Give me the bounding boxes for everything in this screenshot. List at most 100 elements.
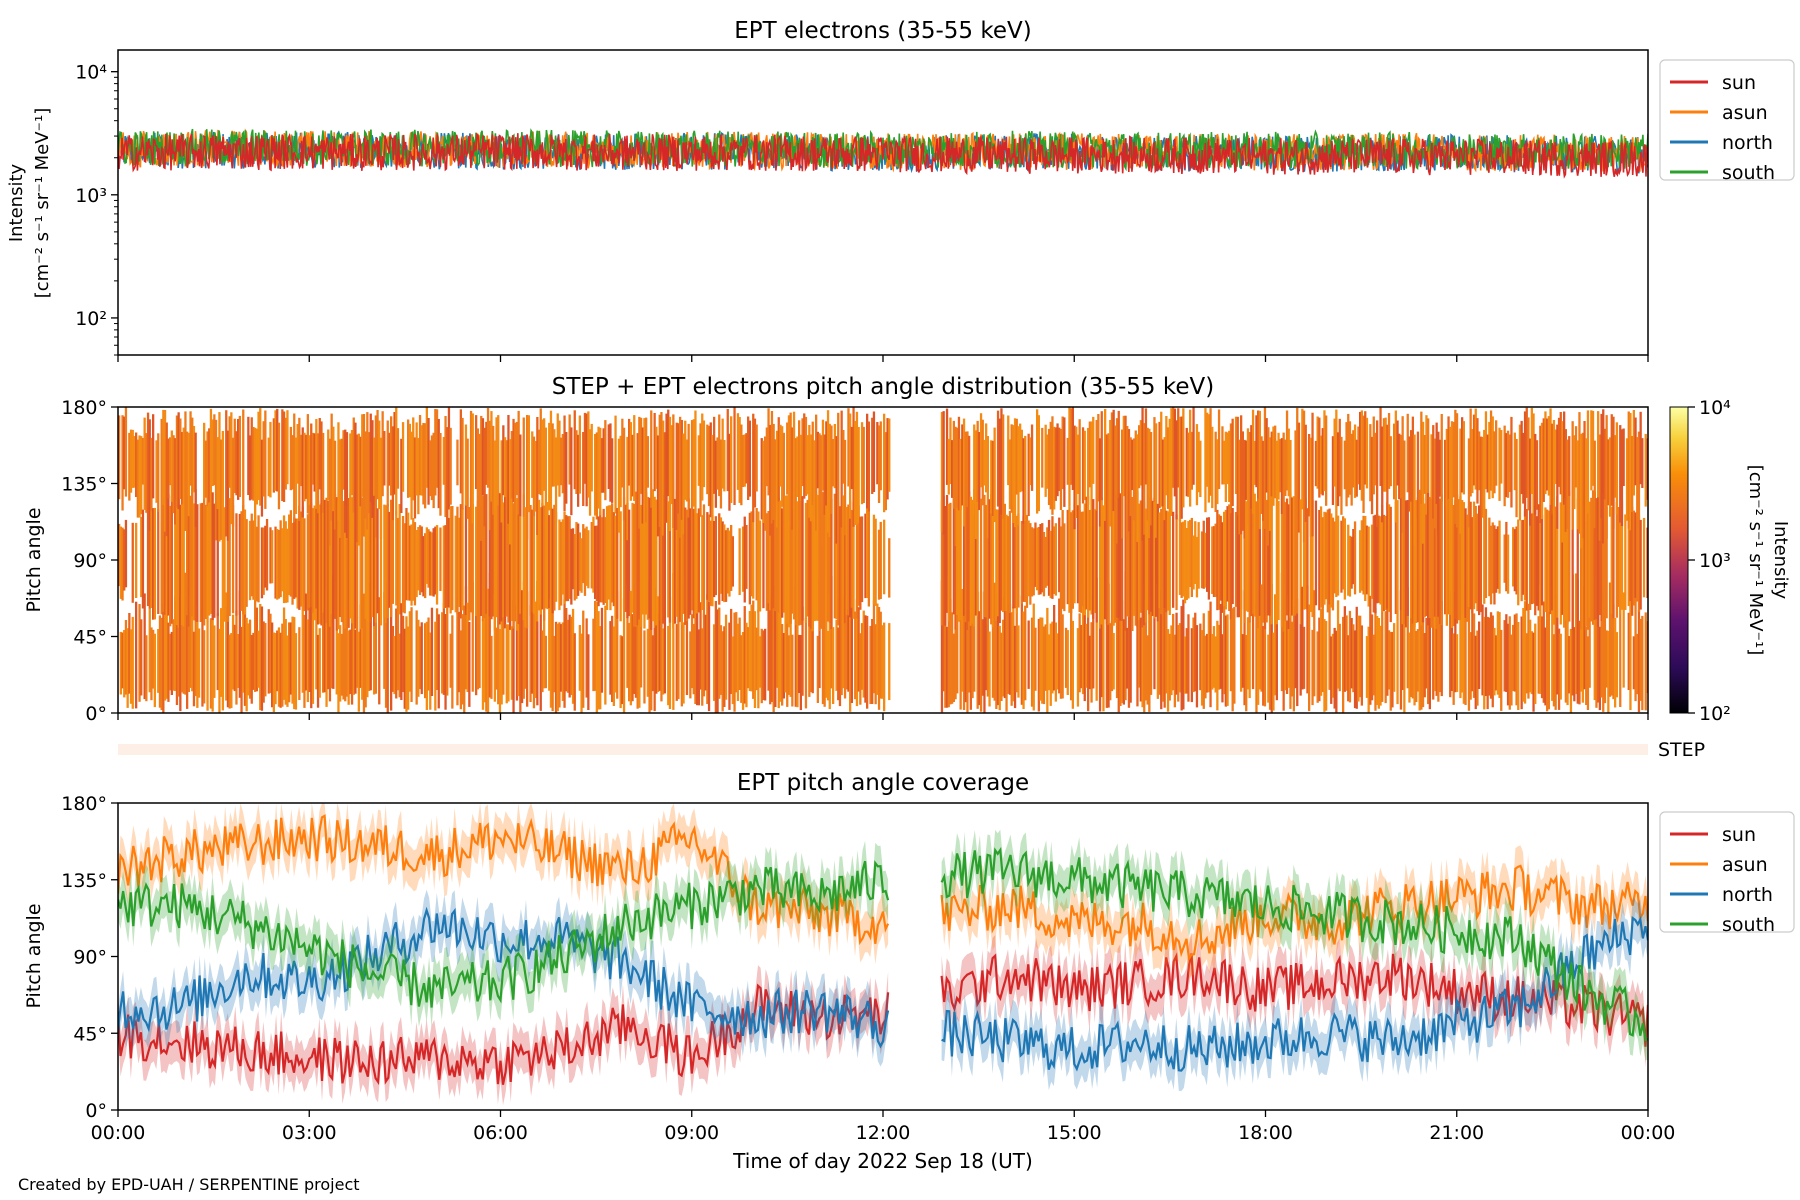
p2-heat-cell <box>1105 499 1108 625</box>
p2-heat-cell <box>677 588 680 700</box>
p2-heat-cell <box>356 434 359 543</box>
p2-heat-cell <box>162 603 165 713</box>
p2-heat-cell <box>141 509 145 609</box>
p2-heat-cell <box>808 494 811 627</box>
p2-heat-cell <box>752 413 755 523</box>
p2-heat-cell <box>1268 585 1272 710</box>
p2-heat-cell <box>1115 418 1119 544</box>
p2-heat-cell <box>1503 534 1506 583</box>
p2-heat-cell <box>728 433 731 511</box>
p2-heat-cell <box>158 615 162 708</box>
p2-heat-cell <box>1559 633 1562 700</box>
p2-heat-cell <box>1180 416 1183 519</box>
p2-heat-cell <box>954 589 957 700</box>
p2-heat-cell <box>1484 411 1488 490</box>
p2-heat-cell <box>1452 421 1455 498</box>
p2-heat-cell <box>617 438 621 533</box>
p2-heat-cell <box>1029 437 1032 486</box>
p2-heat-cell <box>1546 418 1549 491</box>
p2-heat-cell <box>373 437 376 496</box>
p2-heat-cell <box>1522 608 1525 702</box>
p2-heat-cell <box>401 422 405 492</box>
p2-heat-cell <box>940 500 944 626</box>
p2-heat-cell <box>1580 501 1583 630</box>
p2-heat-cell <box>447 407 451 510</box>
p2-heat-cell <box>1292 599 1295 712</box>
p2-heat-cell <box>371 504 374 618</box>
p2-heat-cell <box>956 610 959 694</box>
p2-heat-cell <box>1608 437 1612 517</box>
p2-heat-cell <box>441 612 444 694</box>
p2-heat-cell <box>429 531 432 596</box>
p2-heat-cell <box>446 427 449 525</box>
p2-heat-cell <box>425 527 428 584</box>
p2-heat-cell <box>594 601 597 691</box>
p2-heat-cell <box>1275 440 1278 494</box>
p2-heat-cell <box>186 597 189 709</box>
p2-heat-cell <box>968 491 971 622</box>
p2-heat-cell <box>813 440 816 516</box>
p1-series-line-sun <box>118 132 1648 179</box>
p2-heat-cell <box>1155 507 1158 617</box>
p2-heat-cell <box>1255 604 1258 713</box>
p2-heat-cell <box>1564 587 1567 703</box>
p2-heat-cell <box>1148 494 1151 615</box>
p2-heat-cell <box>1097 414 1100 502</box>
p2-heat-cell <box>944 506 947 626</box>
p2-heat-cell <box>840 410 843 528</box>
p2-heat-cell <box>1017 426 1020 526</box>
p2-heat-cell <box>1578 620 1581 705</box>
p2-heat-cell <box>211 419 214 486</box>
p2-heat-cell <box>1432 490 1435 628</box>
p2-heat-cell <box>1495 420 1498 486</box>
p2-heat-cell <box>949 417 952 485</box>
p2-heat-cell <box>1646 621 1648 694</box>
p2-heat-cell <box>1603 590 1607 704</box>
p2-heat-cell <box>519 434 522 517</box>
p2-heat-cell <box>1202 613 1205 709</box>
p2-heat-cell <box>267 437 270 497</box>
p2-heat-cell <box>592 618 595 692</box>
p2-heat-cell <box>1138 600 1141 688</box>
p2-heat-cell <box>1425 618 1428 689</box>
p2-heat-cell <box>1051 416 1054 515</box>
p2-heat-cell <box>973 603 976 692</box>
p2-heat-cell <box>1148 585 1151 712</box>
p2-heat-cell <box>430 435 434 501</box>
p2-heat-cell <box>1483 616 1486 710</box>
p2-heat-cell <box>220 608 223 697</box>
p2-heat-cell <box>753 611 757 708</box>
x-tick-label-2: 06:00 <box>473 1122 528 1144</box>
p2-heat-cell <box>745 433 748 484</box>
p2-heat-cell <box>242 505 245 615</box>
p2-heat-cell <box>597 611 600 710</box>
p2-heat-cell <box>354 629 357 694</box>
p2-heat-cell <box>430 532 434 596</box>
p2-heat-cell <box>1185 628 1188 694</box>
p2-heat-cell <box>1506 623 1510 706</box>
p2-heat-cell <box>1376 420 1379 528</box>
p2-heat-cell <box>945 495 949 613</box>
p2-heat-cell <box>534 441 537 512</box>
p2-heat-cell <box>469 497 473 613</box>
p2-heat-cell <box>942 411 945 535</box>
p2-heat-cell <box>1544 411 1547 495</box>
p2-heat-cell <box>956 500 959 616</box>
p2-heat-cell <box>947 438 950 495</box>
p2-heat-cell <box>1376 514 1379 604</box>
p2-heat-cell <box>481 418 485 496</box>
p2-heat-cell <box>1325 512 1328 600</box>
p2-heat-cell <box>1352 529 1355 585</box>
p2-heat-cell <box>553 635 556 693</box>
p2-heat-cell <box>175 601 179 705</box>
p2-heat-cell <box>1287 504 1290 630</box>
p2-heat-cell <box>1017 513 1020 608</box>
p2-heat-cell <box>1634 512 1637 598</box>
p2-heat-cell <box>990 440 993 514</box>
p2-heat-cell <box>600 607 604 693</box>
p2-heat-cell <box>1262 626 1265 706</box>
p2-heat-cell <box>434 409 437 496</box>
step-strip <box>118 744 1648 755</box>
p2-heat-cell <box>1012 425 1015 523</box>
x-tick-label-4: 12:00 <box>856 1122 911 1144</box>
